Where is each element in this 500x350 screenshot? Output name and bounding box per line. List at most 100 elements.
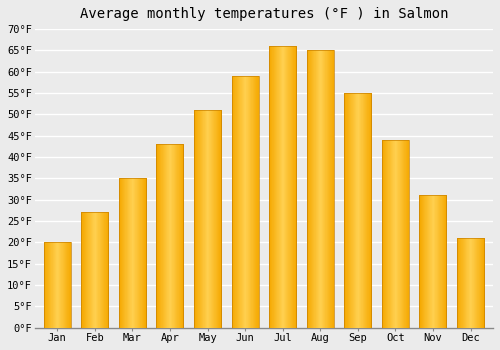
Bar: [321, 50, 322, 328]
Bar: [83, 212, 84, 328]
Bar: [85, 212, 86, 328]
Bar: [351, 93, 352, 328]
Bar: [273, 46, 274, 328]
Bar: [442, 195, 443, 328]
Bar: [232, 76, 234, 328]
Bar: [164, 144, 165, 328]
Bar: [331, 50, 332, 328]
Bar: [183, 144, 184, 328]
Bar: [66, 242, 67, 328]
Bar: [251, 76, 252, 328]
Bar: [367, 93, 368, 328]
Bar: [344, 93, 372, 328]
Bar: [121, 178, 122, 328]
Bar: [202, 110, 203, 328]
Bar: [280, 46, 281, 328]
Bar: [313, 50, 314, 328]
Bar: [198, 110, 199, 328]
Bar: [434, 195, 435, 328]
Bar: [250, 76, 251, 328]
Bar: [195, 110, 196, 328]
Bar: [480, 238, 482, 328]
Bar: [369, 93, 370, 328]
Bar: [70, 242, 71, 328]
Bar: [119, 178, 120, 328]
Bar: [291, 46, 292, 328]
Bar: [355, 93, 356, 328]
Bar: [89, 212, 90, 328]
Bar: [364, 93, 366, 328]
Bar: [476, 238, 477, 328]
Bar: [214, 110, 215, 328]
Bar: [279, 46, 280, 328]
Bar: [383, 140, 384, 328]
Bar: [177, 144, 178, 328]
Bar: [45, 242, 46, 328]
Bar: [440, 195, 441, 328]
Bar: [468, 238, 469, 328]
Bar: [69, 242, 70, 328]
Bar: [233, 76, 234, 328]
Bar: [92, 212, 93, 328]
Bar: [235, 76, 236, 328]
Bar: [61, 242, 62, 328]
Bar: [284, 46, 285, 328]
Bar: [270, 46, 271, 328]
Bar: [480, 238, 481, 328]
Bar: [48, 242, 50, 328]
Bar: [179, 144, 180, 328]
Bar: [97, 212, 98, 328]
Bar: [176, 144, 177, 328]
Bar: [269, 46, 296, 328]
Bar: [346, 93, 347, 328]
Bar: [144, 178, 145, 328]
Bar: [199, 110, 200, 328]
Bar: [275, 46, 276, 328]
Bar: [329, 50, 330, 328]
Bar: [64, 242, 66, 328]
Bar: [243, 76, 244, 328]
Bar: [344, 93, 345, 328]
Bar: [126, 178, 127, 328]
Bar: [67, 242, 68, 328]
Bar: [285, 46, 286, 328]
Bar: [348, 93, 350, 328]
Bar: [170, 144, 171, 328]
Bar: [403, 140, 404, 328]
Bar: [87, 212, 88, 328]
Bar: [276, 46, 277, 328]
Bar: [219, 110, 220, 328]
Bar: [211, 110, 212, 328]
Bar: [166, 144, 167, 328]
Bar: [479, 238, 480, 328]
Bar: [164, 144, 166, 328]
Bar: [478, 238, 479, 328]
Bar: [220, 110, 221, 328]
Bar: [213, 110, 214, 328]
Bar: [306, 50, 334, 328]
Bar: [286, 46, 287, 328]
Bar: [172, 144, 173, 328]
Bar: [54, 242, 55, 328]
Bar: [142, 178, 143, 328]
Bar: [247, 76, 248, 328]
Bar: [443, 195, 444, 328]
Bar: [99, 212, 100, 328]
Bar: [382, 140, 383, 328]
Bar: [62, 242, 63, 328]
Bar: [296, 46, 297, 328]
Bar: [287, 46, 288, 328]
Bar: [167, 144, 168, 328]
Bar: [474, 238, 475, 328]
Bar: [252, 76, 253, 328]
Bar: [386, 140, 387, 328]
Bar: [236, 76, 237, 328]
Bar: [156, 144, 157, 328]
Bar: [289, 46, 290, 328]
Bar: [353, 93, 354, 328]
Bar: [272, 46, 273, 328]
Bar: [218, 110, 219, 328]
Bar: [210, 110, 211, 328]
Bar: [108, 212, 109, 328]
Bar: [143, 178, 144, 328]
